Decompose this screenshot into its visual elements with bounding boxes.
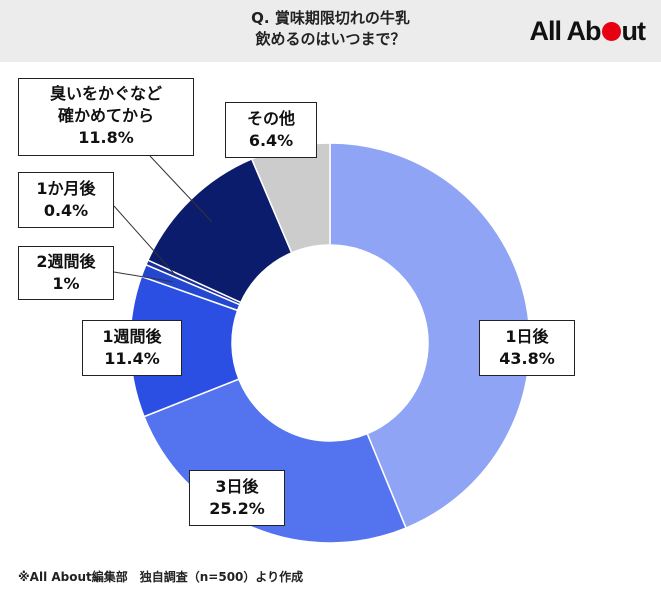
source-note: ※All About編集部 独自調査（n=500）より作成	[18, 570, 304, 584]
label-smell-check-value: 11.8%	[78, 128, 134, 147]
label-2weeks-name: 2週間後	[36, 252, 96, 271]
chart-header: Q. 賞味期限切れの牛乳 飲めるのはいつまで？ All Ab ut	[0, 0, 661, 62]
label-1month: 1か月後 0.4%	[18, 172, 114, 228]
label-1week-value: 11.4%	[104, 349, 160, 368]
chart-title: Q. 賞味期限切れの牛乳 飲めるのはいつまで？	[0, 8, 661, 50]
label-3days-name: 3日後	[215, 477, 259, 496]
label-1day-name: 1日後	[505, 327, 549, 346]
leader-line-1month	[113, 205, 176, 276]
label-1month-name: 1か月後	[36, 179, 96, 198]
leader-line-2weeks	[113, 271, 173, 283]
label-1month-value: 0.4%	[43, 201, 89, 220]
label-other-name: その他	[246, 109, 295, 128]
label-1week: 1週間後 11.4%	[82, 320, 182, 376]
label-3days: 3日後 25.2%	[189, 470, 285, 526]
brand-logo: All Ab ut	[529, 14, 647, 48]
title-line-1: Q. 賞味期限切れの牛乳	[251, 9, 410, 27]
label-1week-name: 1週間後	[102, 327, 162, 346]
label-2weeks: 2週間後 1%	[18, 246, 114, 300]
logo-text-before: All Ab	[529, 16, 602, 46]
leader-line-smell-check	[149, 155, 213, 223]
label-1day: 1日後 43.8%	[479, 320, 575, 376]
label-1day-value: 43.8%	[499, 349, 555, 368]
logo-text-after: ut	[621, 16, 647, 46]
label-other: その他 6.4%	[225, 102, 317, 158]
label-other-value: 6.4%	[248, 131, 294, 150]
slice-1day	[329, 142, 531, 529]
label-2weeks-value: 1%	[52, 274, 80, 293]
title-line-2: 飲めるのはいつまで？	[255, 30, 406, 48]
label-smell-check-name-2: 確かめてから	[57, 106, 154, 125]
logo-dot-icon	[601, 22, 621, 41]
leader-lines-group	[113, 155, 213, 283]
label-smell-check: 臭いをかぐなど 確かめてから 11.8%	[18, 78, 194, 156]
label-3days-value: 25.2%	[209, 499, 265, 518]
label-smell-check-name: 臭いをかぐなど	[49, 84, 162, 103]
